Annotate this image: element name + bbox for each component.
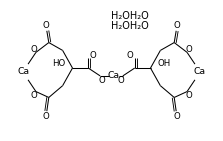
Text: O: O bbox=[42, 112, 49, 121]
Text: HO: HO bbox=[52, 59, 65, 68]
Text: H₂OH₂O: H₂OH₂O bbox=[111, 11, 149, 21]
Text: H₂OH₂O: H₂OH₂O bbox=[111, 21, 149, 31]
Text: O: O bbox=[99, 76, 105, 85]
Text: O: O bbox=[186, 91, 192, 100]
Text: O: O bbox=[186, 45, 192, 54]
Text: O: O bbox=[31, 45, 37, 54]
Text: OH: OH bbox=[158, 59, 171, 68]
Text: O: O bbox=[90, 51, 97, 60]
Text: O: O bbox=[118, 76, 124, 85]
Text: O: O bbox=[31, 91, 37, 100]
Text: Ca: Ca bbox=[194, 68, 206, 76]
Text: O: O bbox=[174, 112, 181, 121]
Text: Ca: Ca bbox=[108, 71, 120, 80]
Text: O: O bbox=[42, 21, 49, 30]
Text: O: O bbox=[174, 21, 181, 30]
Text: Ca: Ca bbox=[17, 68, 29, 76]
Text: O: O bbox=[126, 51, 133, 60]
